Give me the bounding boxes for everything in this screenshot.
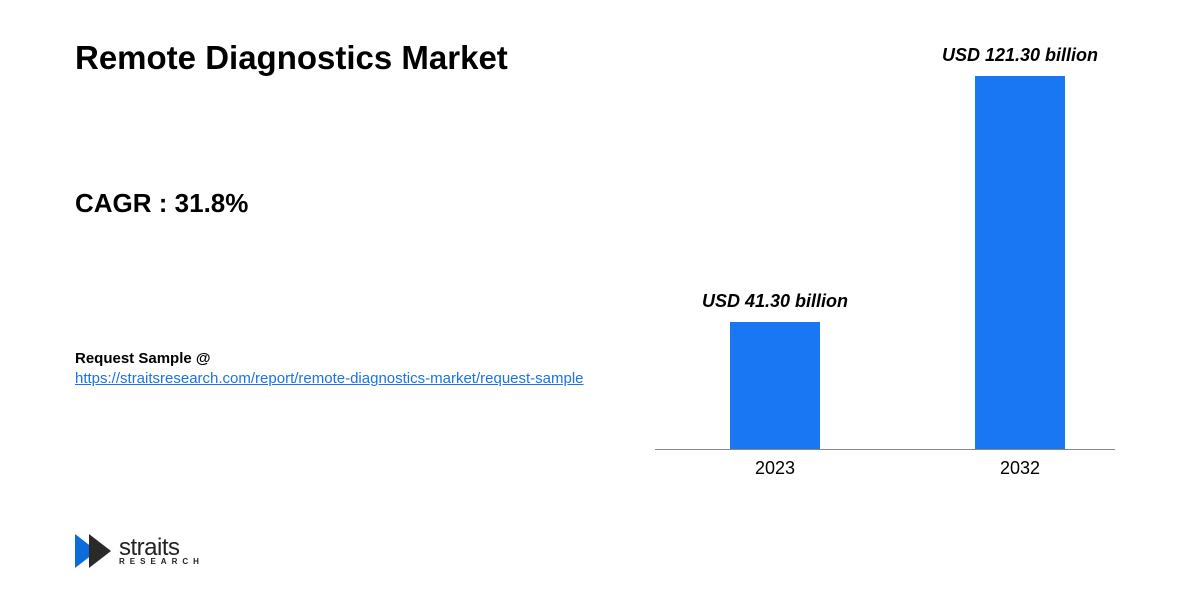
page-title: Remote Diagnostics Market	[75, 38, 635, 78]
logo-sub-text: RESEARCH	[119, 558, 204, 565]
bar-rect	[730, 322, 820, 449]
cagr-value: CAGR : 31.8%	[75, 188, 635, 219]
bar-value-label: USD 121.30 billion	[900, 45, 1140, 66]
logo-main-text: straits	[119, 537, 204, 559]
x-axis-label: 2023	[700, 458, 850, 479]
bar-chart: USD 41.30 billion USD 121.30 billion 2023…	[635, 30, 1125, 570]
brand-logo: straits RESEARCH	[75, 534, 204, 568]
request-sample-link[interactable]: https://straitsresearch.com/report/remot…	[75, 369, 595, 389]
request-sample-block: Request Sample @ https://straitsresearch…	[75, 349, 635, 390]
bar-2032: USD 121.30 billion	[975, 76, 1065, 449]
request-label: Request Sample @	[75, 350, 211, 367]
x-axis-label: 2032	[945, 458, 1095, 479]
bar-2023: USD 41.30 billion	[730, 322, 820, 449]
straits-logo-icon	[75, 534, 113, 568]
bar-rect	[975, 76, 1065, 449]
bar-value-label: USD 41.30 billion	[655, 291, 895, 312]
